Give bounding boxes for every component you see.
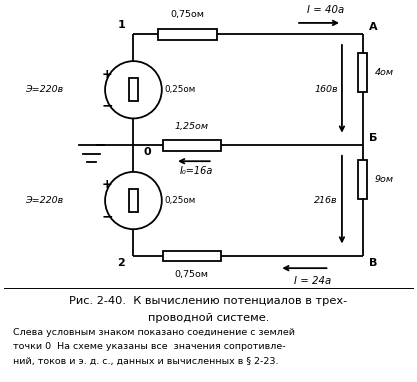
Text: Э=220в: Э=220в (25, 196, 63, 205)
Bar (129, 78, 138, 101)
Bar (358, 53, 367, 92)
Ellipse shape (105, 172, 162, 229)
Text: точки 0  На схеме указаны все  значения сопротивле-: точки 0 На схеме указаны все значения со… (13, 342, 285, 351)
Text: 2: 2 (117, 258, 125, 268)
Text: +: + (102, 68, 113, 81)
Text: Слева условным знаком показано соединение с землей: Слева условным знаком показано соединени… (13, 328, 294, 337)
Text: 1,25ом: 1,25ом (175, 121, 209, 131)
Text: 4ом: 4ом (374, 68, 394, 77)
Bar (163, 140, 221, 151)
Text: 9ом: 9ом (374, 175, 394, 184)
Text: ний, токов и э. д. с., данных и вычисленных в § 2-23.: ний, токов и э. д. с., данных и вычислен… (13, 357, 278, 366)
Text: 0,75ом: 0,75ом (175, 270, 209, 280)
Bar (163, 251, 221, 261)
Text: I = 24а: I = 24а (294, 276, 332, 286)
Text: I = 40а: I = 40а (306, 5, 344, 15)
Text: −: − (101, 209, 113, 223)
Bar (158, 29, 217, 40)
Text: 1: 1 (117, 20, 125, 30)
Text: 0,25ом: 0,25ом (164, 196, 195, 205)
Text: проводной системе.: проводной системе. (148, 313, 269, 323)
Bar (358, 160, 367, 199)
Text: Б: Б (369, 133, 377, 143)
Text: В: В (369, 258, 377, 268)
Text: Рис. 2-40.  К вычислению потенциалов в трех-: Рис. 2-40. К вычислению потенциалов в тр… (69, 296, 348, 306)
Text: 0,25ом: 0,25ом (164, 85, 195, 94)
Text: I₀=16а: I₀=16а (179, 166, 213, 176)
Text: +: + (102, 178, 113, 191)
Text: Э=220в: Э=220в (25, 85, 63, 94)
Text: 216в: 216в (314, 196, 338, 205)
Text: −: − (101, 99, 113, 113)
Text: 160в: 160в (314, 85, 338, 94)
Bar (129, 189, 138, 212)
Text: А: А (369, 23, 378, 32)
Text: 0,75ом: 0,75ом (171, 10, 205, 19)
Ellipse shape (105, 61, 162, 118)
Text: 0: 0 (144, 147, 151, 157)
